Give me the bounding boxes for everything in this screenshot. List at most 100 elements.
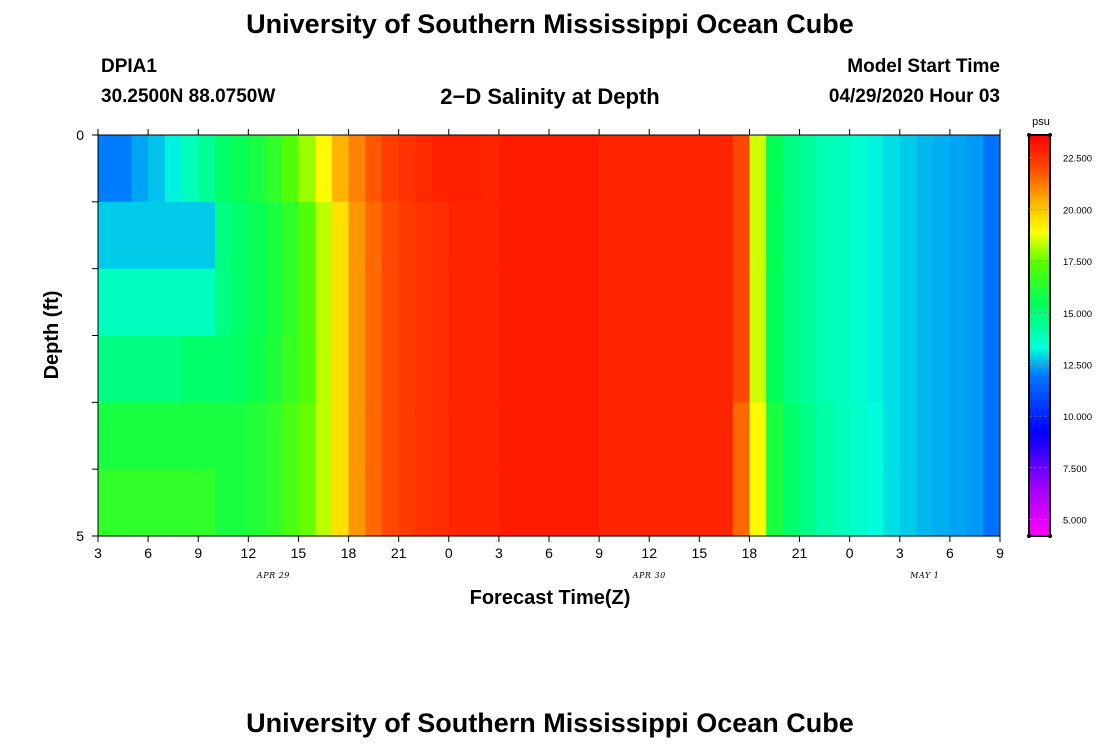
heatmap-cell bbox=[365, 469, 383, 537]
heatmap-cell bbox=[214, 469, 233, 537]
heatmap-cell bbox=[315, 335, 333, 403]
heatmap-cell bbox=[983, 201, 1000, 270]
heatmap-cell bbox=[198, 469, 216, 537]
heatmap-cell bbox=[632, 201, 650, 270]
heatmap-cell bbox=[432, 469, 450, 537]
heatmap-cell bbox=[498, 402, 517, 470]
colorbar-corner-dot bbox=[1048, 133, 1052, 137]
heatmap-cell bbox=[549, 469, 567, 537]
heatmap-cell bbox=[849, 402, 867, 470]
heatmap-cell bbox=[381, 201, 400, 270]
heatmap-cell bbox=[766, 201, 784, 270]
heatmap-cell bbox=[649, 469, 667, 537]
heatmap-cell bbox=[749, 135, 767, 203]
heatmap-cell bbox=[549, 402, 567, 470]
heatmap-cell bbox=[665, 135, 684, 203]
colorbar-corner-dot bbox=[1027, 534, 1031, 538]
heatmap-cell bbox=[632, 335, 650, 403]
heatmap-cell bbox=[816, 268, 834, 337]
heatmap-cell bbox=[148, 402, 166, 470]
heatmap-cell bbox=[665, 469, 684, 537]
heatmap-cell bbox=[866, 135, 884, 203]
heatmap-cell bbox=[649, 335, 667, 403]
heatmap-cell bbox=[348, 335, 366, 403]
heatmap-cell bbox=[699, 201, 717, 270]
heatmap-cell bbox=[198, 135, 216, 203]
heatmap-cell bbox=[582, 402, 600, 470]
heatmap-cell bbox=[398, 268, 416, 337]
heatmap-cell bbox=[966, 268, 984, 337]
heatmap-cell bbox=[766, 335, 784, 403]
colorbar-tick-label: 22.500 bbox=[1063, 154, 1092, 165]
heatmap-cell bbox=[148, 135, 166, 203]
heatmap-cell bbox=[866, 335, 884, 403]
heatmap-cell bbox=[315, 402, 333, 470]
heatmap-cell bbox=[699, 402, 717, 470]
heatmap-cell bbox=[866, 469, 884, 537]
heatmap-cell bbox=[482, 469, 500, 537]
heatmap-cell bbox=[415, 402, 433, 470]
heatmap-cell bbox=[866, 201, 884, 270]
heatmap-cell bbox=[331, 201, 350, 270]
heatmap-cell bbox=[482, 268, 500, 337]
heatmap-cell bbox=[281, 268, 300, 337]
heatmap-cell bbox=[315, 135, 333, 203]
heatmap-cell bbox=[248, 469, 266, 537]
x-tick-label: 6 bbox=[144, 545, 152, 561]
heatmap-cell bbox=[465, 469, 483, 537]
heatmap-cell bbox=[265, 402, 283, 470]
heatmap-cell bbox=[331, 135, 350, 203]
heatmap-cell bbox=[448, 335, 467, 403]
heatmap-cell bbox=[782, 402, 801, 470]
heatmap-cell bbox=[365, 201, 383, 270]
heatmap-cell bbox=[749, 402, 767, 470]
heatmap-cell bbox=[766, 268, 784, 337]
heatmap-cell bbox=[214, 402, 233, 470]
heatmap-cell bbox=[816, 201, 834, 270]
heatmap-cell bbox=[532, 135, 550, 203]
heatmap-cell bbox=[966, 135, 984, 203]
heatmap-cell bbox=[983, 335, 1000, 403]
heatmap-cell bbox=[231, 201, 249, 270]
x-tick-label: 15 bbox=[291, 545, 307, 561]
heatmap-cell bbox=[782, 135, 801, 203]
heatmap-cell bbox=[549, 201, 567, 270]
heatmap-cell bbox=[298, 135, 316, 203]
heatmap-cell bbox=[832, 469, 851, 537]
heatmap-cell bbox=[465, 402, 483, 470]
heatmap-cell bbox=[916, 402, 934, 470]
heatmap-cell bbox=[615, 268, 634, 337]
heatmap-cell bbox=[465, 135, 483, 203]
heatmap-cell bbox=[448, 135, 467, 203]
heatmap-cell bbox=[866, 268, 884, 337]
heatmap-cell bbox=[983, 268, 1000, 337]
colorbar-bar bbox=[1028, 134, 1051, 537]
colorbar-tick-label: 5.000 bbox=[1063, 515, 1087, 526]
x-tick-label: 9 bbox=[996, 545, 1004, 561]
heatmap-cell bbox=[565, 201, 583, 270]
heatmap-cell bbox=[131, 335, 149, 403]
x-date-label: APR 29 bbox=[256, 571, 290, 580]
heatmap-cell bbox=[949, 135, 968, 203]
heatmap-cell bbox=[749, 335, 767, 403]
heatmap-cell bbox=[281, 469, 300, 537]
heatmap-cell bbox=[265, 268, 283, 337]
x-tick-label: 9 bbox=[194, 545, 202, 561]
heatmap-cell bbox=[114, 201, 132, 270]
heatmap-cell bbox=[799, 335, 817, 403]
heatmap-cell bbox=[248, 201, 266, 270]
heatmap-cell bbox=[214, 335, 233, 403]
heatmap-cell bbox=[949, 201, 968, 270]
heatmap-cell bbox=[949, 402, 968, 470]
heatmap-cell bbox=[966, 201, 984, 270]
y-axis-title: Depth (ft) bbox=[41, 291, 63, 380]
heatmap-cell bbox=[582, 469, 600, 537]
heatmap-cell bbox=[565, 268, 583, 337]
heatmap-cell bbox=[883, 268, 901, 337]
heatmap-cell bbox=[665, 268, 684, 337]
heatmap-cell bbox=[599, 469, 617, 537]
heatmap-cell bbox=[766, 402, 784, 470]
heatmap-cell bbox=[665, 201, 684, 270]
heatmap-cell bbox=[315, 469, 333, 537]
